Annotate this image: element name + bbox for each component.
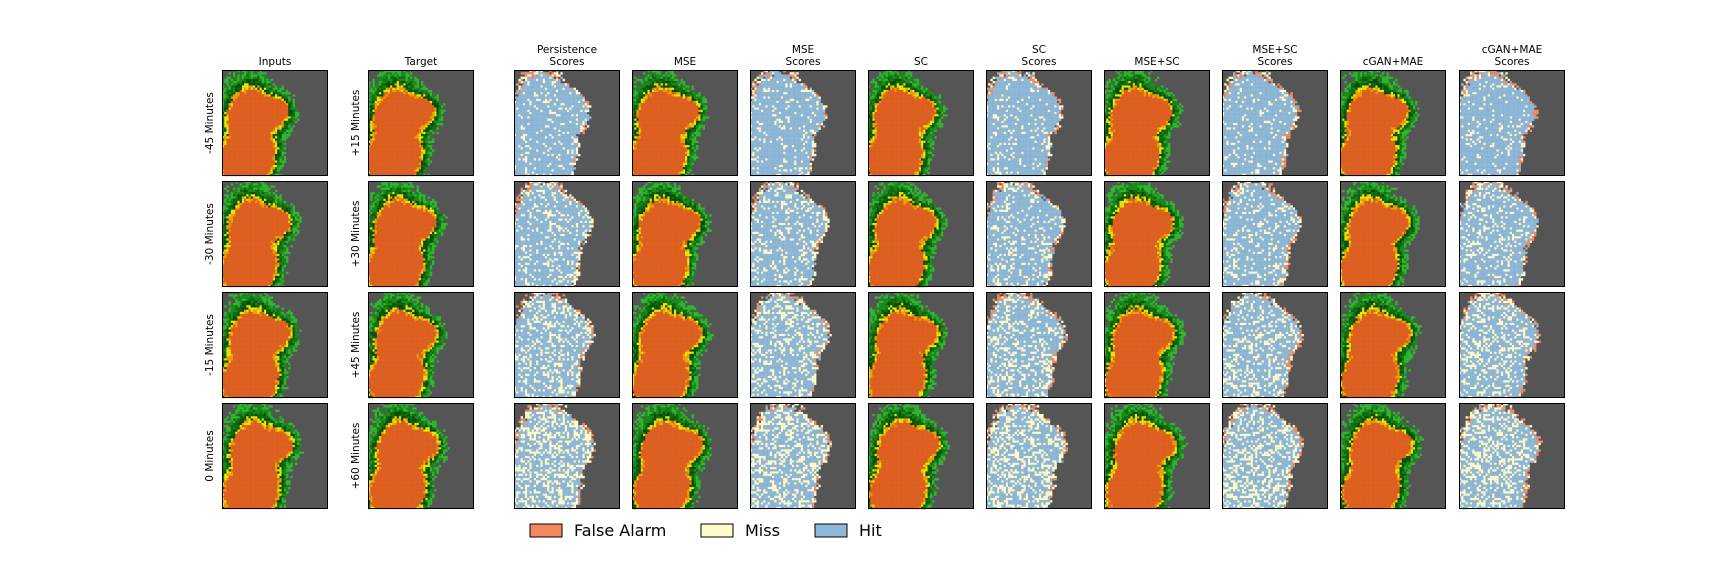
legend-label: False Alarm xyxy=(574,521,666,540)
column-title-mse_sc: MSE+SC xyxy=(1134,56,1179,68)
target-row-label-2: +30 Minutes xyxy=(350,201,362,268)
panel-cgan_mae-row-3 xyxy=(1340,292,1446,398)
panel-sc_scores-row-3 xyxy=(986,292,1092,398)
legend-label: Hit xyxy=(859,521,882,540)
panel-mse-row-2 xyxy=(632,181,738,287)
column-title-inputs: Inputs xyxy=(259,56,292,68)
panel-inputs-row-3 xyxy=(222,292,328,398)
column-title-sc: SC xyxy=(914,56,928,68)
panel-mse_sc-row-3 xyxy=(1104,292,1210,398)
panel-sc-row-3 xyxy=(868,292,974,398)
panel-cgan_mae-row-4 xyxy=(1340,403,1446,509)
input-row-label-4: 0 Minutes xyxy=(204,430,216,481)
panel-target-row-3 xyxy=(368,292,474,398)
column-title-persistence_scores-line-2: Scores xyxy=(550,56,585,68)
panel-inputs-row-4 xyxy=(222,403,328,509)
panel-grid xyxy=(222,70,1565,509)
legend-item-hit: Hit xyxy=(815,521,882,540)
legend-swatch xyxy=(530,524,562,537)
panel-mse-row-1 xyxy=(632,70,738,176)
panel-mse-row-3 xyxy=(632,292,738,398)
input-row-label-1: -45 Minutes xyxy=(204,92,216,154)
panel-persistence_scores-row-3 xyxy=(514,292,620,398)
panel-mse_sc-row-4 xyxy=(1104,403,1210,509)
panel-mse_scores-row-2 xyxy=(750,181,856,287)
column-title-target: Target xyxy=(404,56,437,68)
column-title-mse_sc_scores-line-2: Scores xyxy=(1258,56,1293,68)
column-title-cgan_mae_scores-line-2: Scores xyxy=(1495,56,1530,68)
column-title-mse_sc_scores-line-1: MSE+SC xyxy=(1252,44,1297,56)
panel-mse_sc_scores-row-2 xyxy=(1222,181,1328,287)
panel-persistence_scores-row-2 xyxy=(514,181,620,287)
legend-item-false-alarm: False Alarm xyxy=(530,521,666,540)
input-row-label-2: -30 Minutes xyxy=(204,203,216,265)
panel-persistence_scores-row-1 xyxy=(514,70,620,176)
panel-mse-row-4 xyxy=(632,403,738,509)
legend-swatch xyxy=(815,524,847,537)
panel-target-row-4 xyxy=(368,403,474,509)
panel-persistence_scores-row-4 xyxy=(514,403,620,509)
panel-cgan_mae_scores-row-3 xyxy=(1459,292,1565,398)
panel-cgan_mae_scores-row-2 xyxy=(1459,181,1565,287)
panel-cgan_mae-row-1 xyxy=(1340,70,1446,176)
target-row-label-3: +45 Minutes xyxy=(350,312,362,379)
column-title-mse: MSE xyxy=(674,56,696,68)
panel-mse_sc_scores-row-1 xyxy=(1222,70,1328,176)
panel-cgan_mae_scores-row-4 xyxy=(1459,403,1565,509)
panel-sc_scores-row-2 xyxy=(986,181,1092,287)
column-title-cgan_mae_scores-line-1: cGAN+MAE xyxy=(1482,44,1543,56)
panel-mse_scores-row-1 xyxy=(750,70,856,176)
legend-swatch xyxy=(701,524,733,537)
panel-sc-row-4 xyxy=(868,403,974,509)
legend-label: Miss xyxy=(745,521,780,540)
panel-target-row-2 xyxy=(368,181,474,287)
panel-sc_scores-row-1 xyxy=(986,70,1092,176)
column-title-mse_scores-line-2: Scores xyxy=(786,56,821,68)
panel-mse_sc_scores-row-4 xyxy=(1222,403,1328,509)
column-title-cgan_mae: cGAN+MAE xyxy=(1363,56,1424,68)
legend-item-miss: Miss xyxy=(701,521,780,540)
input-row-label-3: -15 Minutes xyxy=(204,314,216,376)
column-title-sc_scores-line-2: Scores xyxy=(1022,56,1057,68)
column-title-persistence_scores-line-1: Persistence xyxy=(537,44,597,56)
panel-sc_scores-row-4 xyxy=(986,403,1092,509)
legend: False Alarm Miss Hit xyxy=(530,521,882,540)
panel-sc-row-1 xyxy=(868,70,974,176)
panel-cgan_mae-row-2 xyxy=(1340,181,1446,287)
panel-mse_sc_scores-row-3 xyxy=(1222,292,1328,398)
panel-mse_sc-row-1 xyxy=(1104,70,1210,176)
panel-inputs-row-1 xyxy=(222,70,328,176)
panel-inputs-row-2 xyxy=(222,181,328,287)
target-row-label-4: +60 Minutes xyxy=(350,423,362,490)
column-title-mse_scores-line-1: MSE xyxy=(792,44,814,56)
target-row-label-1: +15 Minutes xyxy=(350,90,362,157)
panel-cgan_mae_scores-row-1 xyxy=(1459,70,1565,176)
panel-target-row-1 xyxy=(368,70,474,176)
column-title-sc_scores-line-1: SC xyxy=(1032,44,1046,56)
panel-mse_scores-row-3 xyxy=(750,292,856,398)
panel-sc-row-2 xyxy=(868,181,974,287)
panel-mse_sc-row-2 xyxy=(1104,181,1210,287)
panel-mse_scores-row-4 xyxy=(750,403,856,509)
